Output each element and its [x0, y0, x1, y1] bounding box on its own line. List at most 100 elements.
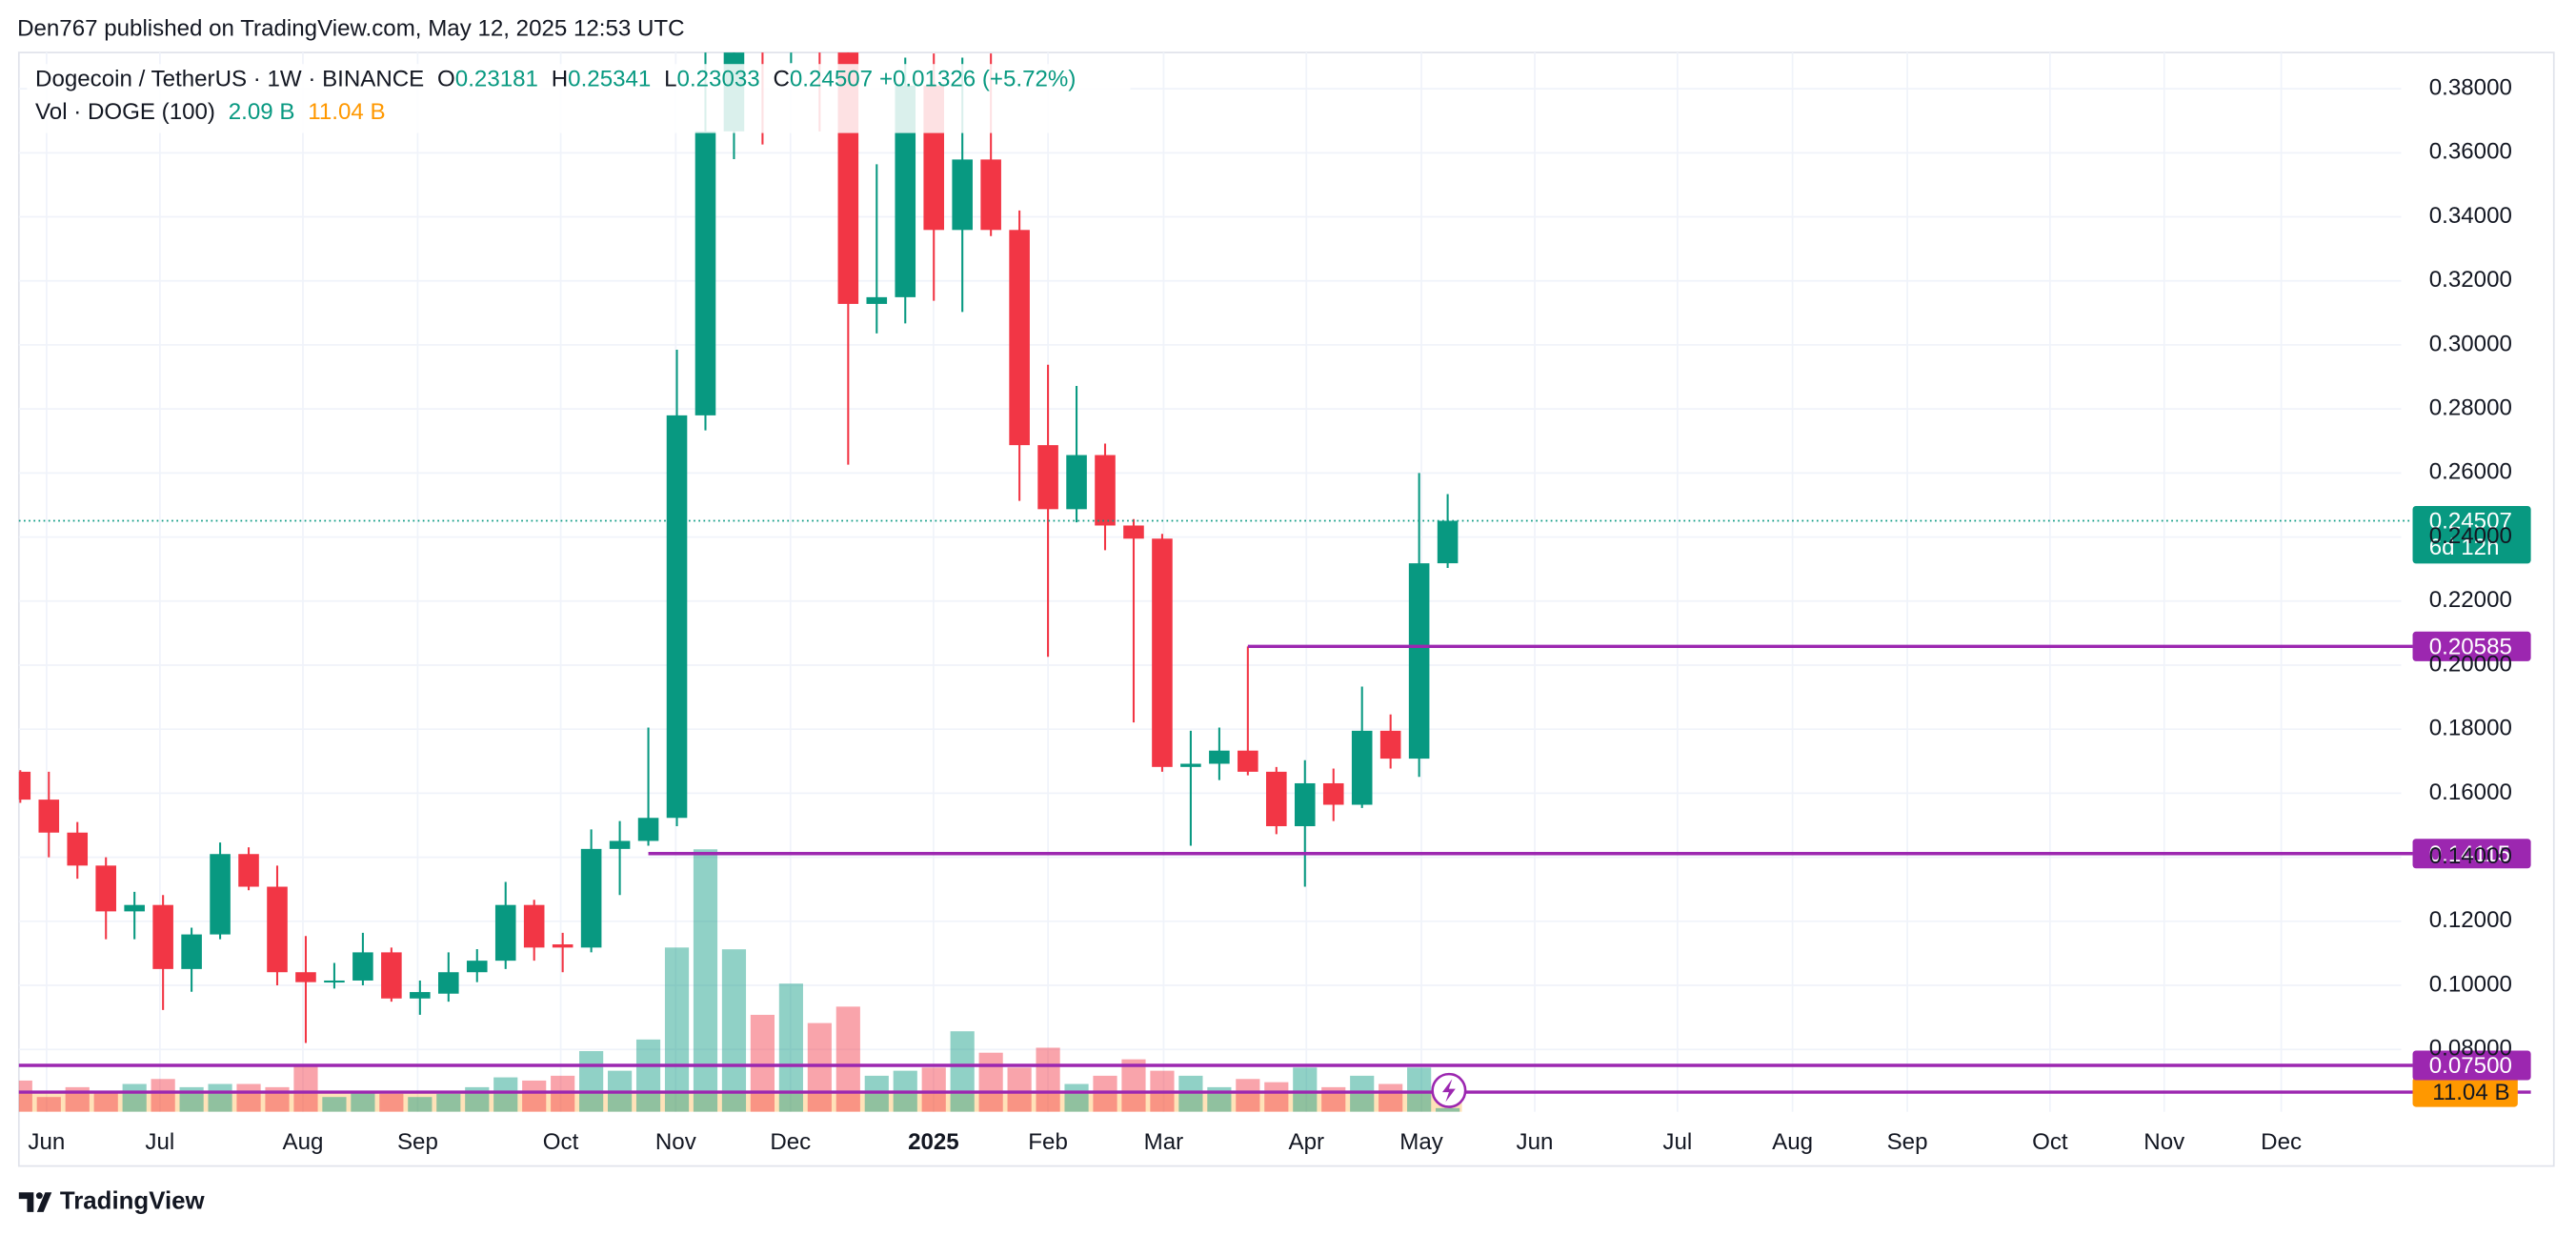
candle-body: [866, 296, 888, 304]
x-tick-label: Nov: [655, 1129, 696, 1155]
y-tick-label: 0.32000: [2429, 267, 2512, 293]
line-label: 0.14115: [2429, 841, 2510, 867]
volume-bar: [721, 949, 747, 1112]
volume-ma-label-box: [2412, 1077, 2518, 1107]
candle-body: [410, 992, 431, 999]
candle-body: [523, 904, 545, 948]
candle-body: [1095, 455, 1116, 526]
legend-line: Dogecoin / TetherUS · 1W · BINANCE O0.231…: [35, 67, 1076, 92]
candle-body: [1238, 750, 1258, 772]
x-tick-label: Apr: [1289, 1129, 1325, 1155]
candle-body: [181, 934, 202, 969]
x-tick-label: Mar: [1144, 1129, 1184, 1155]
volume-bar: [1436, 1107, 1460, 1112]
volume-name: Vol · DOGE (100): [35, 99, 215, 125]
candle-body: [1351, 730, 1373, 805]
x-tick-label: Jun: [1517, 1129, 1554, 1155]
y-tick-label: 0.22000: [2429, 587, 2512, 613]
publish-header: Den767 published on TradingView.com, May…: [17, 15, 685, 41]
volume-bar: [93, 1092, 118, 1112]
volume-ma-label: 11.04 B: [2432, 1080, 2509, 1105]
volume-ma-area: [18, 1092, 1462, 1112]
y-tick-label: 0.20000: [2429, 651, 2512, 677]
volume-bar: [579, 1051, 604, 1112]
candle-body: [1408, 563, 1430, 759]
volume-bar: [635, 1039, 661, 1112]
candle-body: [267, 886, 288, 973]
logo-mark: [18, 1192, 52, 1212]
volume-bar: [807, 1022, 832, 1112]
candle-body: [895, 85, 916, 297]
line-label: 0.07500: [2429, 1053, 2512, 1079]
candle-body: [324, 980, 345, 983]
volume-bar: [122, 1083, 147, 1112]
volume-bar: [493, 1077, 518, 1112]
candle-body: [152, 904, 173, 969]
grid: [18, 52, 2402, 1112]
volume-bar: [551, 1075, 575, 1112]
candle-body: [781, 0, 802, 25]
candle-body: [18, 771, 31, 800]
candle-body: [381, 952, 402, 999]
candle-body: [580, 848, 602, 948]
volume-bar: [322, 1097, 347, 1112]
volume-bar: [664, 947, 690, 1112]
ohlc-label: C: [773, 67, 789, 92]
candle-body: [38, 800, 60, 833]
candle-body: [295, 972, 316, 982]
footer-logo: TradingView: [18, 1187, 206, 1214]
volume-bar: [208, 1083, 232, 1112]
legend-bg: [27, 64, 1131, 133]
y-tick-label: 0.18000: [2429, 716, 2512, 741]
volume-bar: [864, 1075, 889, 1112]
x-tick-label: Dec: [2261, 1129, 2302, 1155]
footer-brand: TradingView: [60, 1187, 206, 1214]
candle-body: [494, 904, 516, 962]
last-price-label: 0.24507: [2429, 509, 2512, 535]
x-tick-label: Feb: [1028, 1129, 1068, 1155]
ohlc-value: 0.24507: [790, 67, 873, 92]
candle-body: [67, 832, 89, 866]
volume-bar: [1007, 1067, 1032, 1112]
line-label: 0.20585: [2429, 634, 2512, 659]
volume-bar: [1293, 1067, 1318, 1112]
line-label-box: [2412, 631, 2531, 661]
candle-body: [352, 952, 373, 981]
volume-legend: Vol · DOGE (100) 2.09 B 11.04 B: [35, 99, 386, 125]
ohlc-label: L: [664, 67, 676, 92]
candle-body: [753, 0, 774, 25]
change: +0.01326 (+5.72%): [879, 67, 1076, 92]
volume-bar: [778, 983, 803, 1112]
volume-bar: [1379, 1083, 1403, 1112]
candle-body: [810, 0, 831, 41]
x-tick-label: May: [1399, 1129, 1443, 1155]
countdown-label: 6d 12h: [2429, 535, 2500, 560]
candle-body: [1209, 750, 1230, 764]
x-tick-label: Jul: [145, 1129, 174, 1155]
candle-body: [1437, 520, 1459, 564]
logo-dot: [35, 1192, 43, 1200]
volume-bar: [835, 1006, 860, 1112]
volume-bar: [1178, 1075, 1203, 1112]
y-tick-label: 0.16000: [2429, 779, 2512, 805]
y-tick-label: 0.12000: [2429, 907, 2512, 933]
x-tick-label: Oct: [2032, 1129, 2068, 1155]
candle-body: [1152, 538, 1173, 767]
line-label-box: [2412, 839, 2531, 869]
candle-body: [1379, 730, 1401, 759]
last-price-box: [2412, 506, 2531, 564]
candle-body: [124, 904, 145, 912]
volume-value: 2.09 B: [229, 99, 295, 125]
alert-bolt: [1442, 1079, 1456, 1103]
ohlc-value: 0.23033: [677, 67, 760, 92]
volume-bar: [36, 1097, 61, 1112]
volume-bar: [522, 1080, 547, 1112]
volume-bar: [151, 1079, 175, 1112]
candle-body: [1322, 782, 1344, 805]
y-tick-label: 0.24000: [2429, 523, 2512, 549]
y-tick-label: 0.38000: [2429, 74, 2512, 100]
y-tick-label: 0.14000: [2429, 843, 2512, 869]
volume-bar: [351, 1092, 375, 1112]
candle-body: [1037, 445, 1058, 510]
volume-ma-value: 11.04 B: [308, 99, 385, 125]
